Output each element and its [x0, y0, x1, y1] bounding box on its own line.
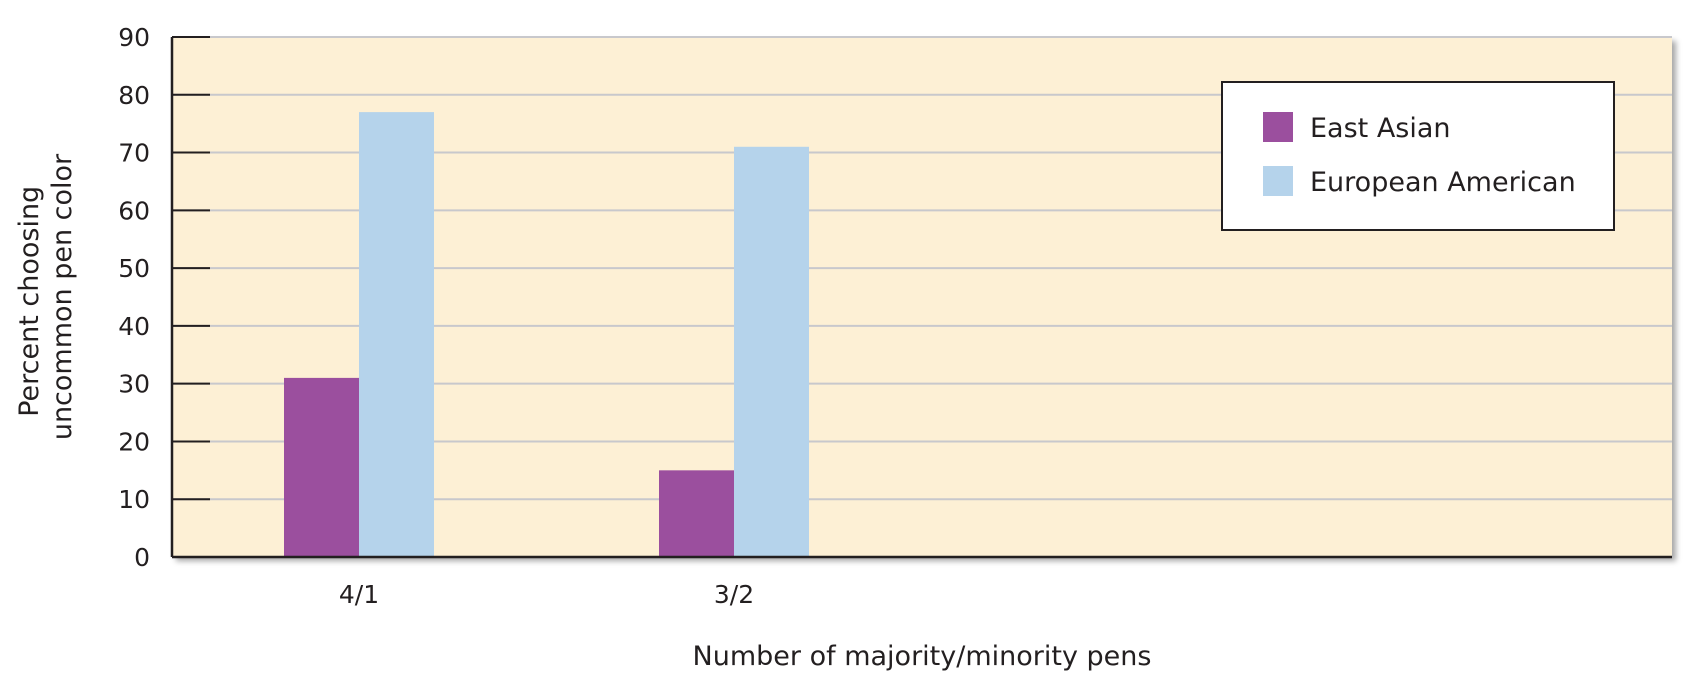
- legend-box: [1221, 81, 1615, 231]
- y-tick-label: 50: [118, 254, 150, 283]
- y-tick-label: 30: [118, 370, 150, 399]
- y-tick-label: 80: [118, 81, 150, 110]
- legend-label: East Asian: [1310, 113, 1451, 144]
- y-tick-label: 10: [118, 485, 150, 514]
- y-tick-label: 90: [118, 23, 150, 52]
- y-tick-label: 40: [118, 312, 150, 341]
- x-category-label: 3/2: [714, 580, 754, 609]
- legend: East Asian European American: [1221, 81, 1615, 231]
- bars: [284, 112, 809, 557]
- y-tick-label: 60: [118, 196, 150, 225]
- x-axis-title: Number of majority/minority pens: [693, 641, 1152, 672]
- bar-european-american-4-1: [359, 112, 434, 557]
- y-axis-title-line-1: Percent choosing: [14, 186, 45, 417]
- y-tick-label: 20: [118, 427, 150, 456]
- legend-swatch: [1263, 112, 1293, 142]
- x-category-labels: 4/1 3/2: [339, 580, 754, 609]
- bar-east-asian-4-1: [284, 377, 359, 557]
- y-tick-label: 0: [134, 543, 150, 572]
- legend-label: European American: [1310, 167, 1576, 198]
- y-axis-title-line-2: uncommon pen color: [47, 153, 78, 440]
- y-axis-title: Percent choosing uncommon pen color: [14, 153, 78, 440]
- x-category-label: 4/1: [339, 580, 379, 609]
- legend-swatch: [1263, 166, 1293, 196]
- axes: [170, 37, 1672, 559]
- bar-european-american-3-2: [734, 146, 809, 557]
- y-tick-labels: 0 10 20 30 40 50 60 70 80 90: [118, 23, 210, 572]
- y-tick-label: 70: [118, 139, 150, 168]
- bar-east-asian-3-2: [659, 470, 734, 557]
